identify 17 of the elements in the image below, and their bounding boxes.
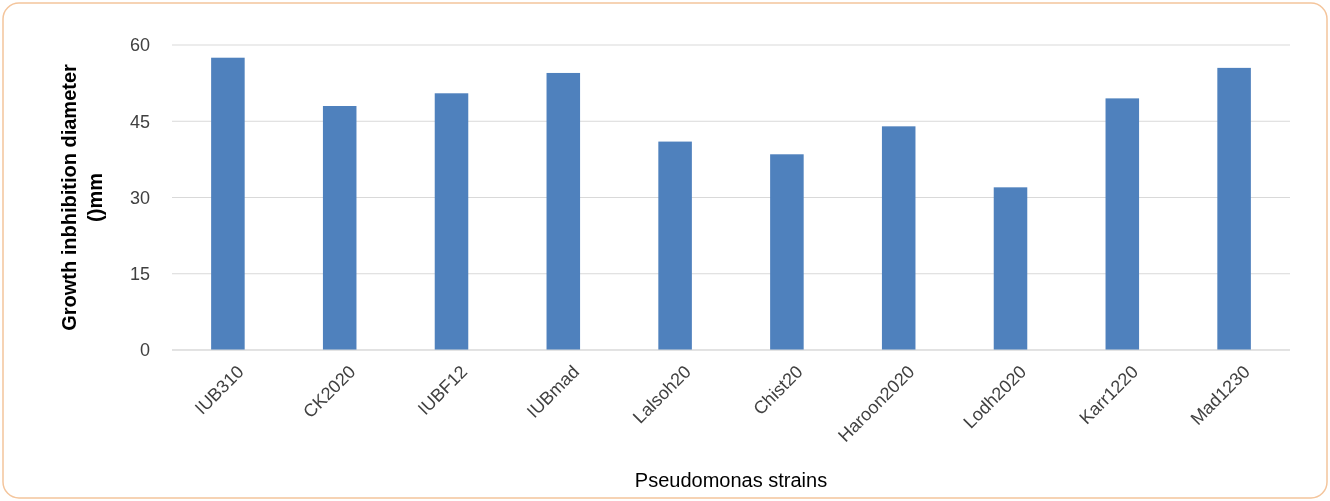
y-tick-label: 45 — [129, 111, 150, 132]
bar — [993, 187, 1028, 350]
bar — [322, 106, 357, 350]
y-tick-label: 60 — [129, 35, 150, 56]
bar — [658, 141, 692, 350]
y-tick-label: 30 — [129, 187, 150, 208]
bar — [770, 154, 804, 350]
bar — [1105, 98, 1140, 350]
y-tick-label: 15 — [129, 264, 150, 285]
bar — [546, 72, 581, 350]
bar — [434, 93, 469, 350]
bar — [1217, 67, 1251, 350]
bar — [211, 57, 245, 350]
y-tick-label: 0 — [139, 340, 150, 361]
y-axis-title: Growth inbhibition diameter ()mm — [58, 63, 106, 331]
x-axis-title: Pseudomonas strains — [634, 469, 828, 491]
bar — [881, 126, 916, 350]
